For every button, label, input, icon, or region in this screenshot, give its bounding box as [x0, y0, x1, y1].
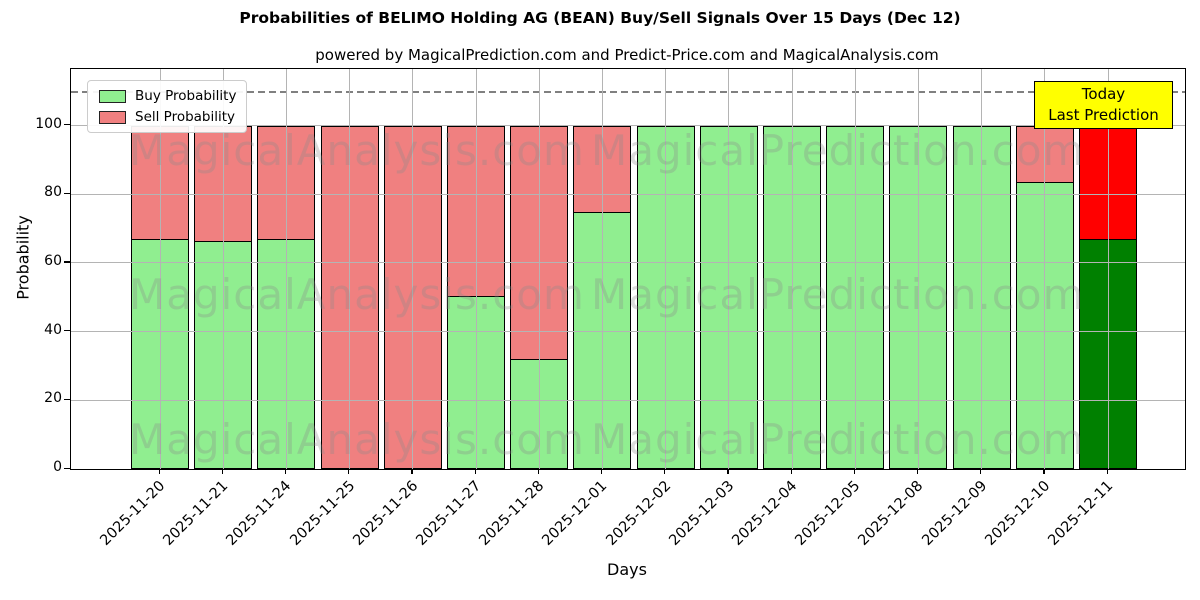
vertical-gridline [854, 69, 856, 469]
vertical-gridline [1107, 69, 1109, 469]
x-tick-mark [537, 469, 539, 474]
y-tick-label: 0 [53, 459, 62, 475]
today-annotation-line2: Last Prediction [1048, 106, 1159, 124]
today-annotation-line1: Today [1081, 85, 1126, 103]
vertical-gridline [728, 69, 730, 469]
x-tick-mark [411, 469, 413, 474]
y-tick-label: 60 [44, 252, 62, 269]
x-tick-mark [474, 469, 476, 474]
x-tick-mark [1106, 469, 1108, 474]
x-tick-mark [664, 469, 666, 474]
chart-title: Probabilities of BELIMO Holding AG (BEAN… [239, 9, 961, 27]
y-tick-mark [64, 330, 70, 332]
sell-legend-swatch [99, 110, 126, 124]
vertical-gridline [791, 69, 793, 469]
horizontal-gridline [71, 262, 1185, 264]
x-tick-mark [853, 469, 855, 474]
vertical-gridline [412, 69, 414, 469]
vertical-gridline [601, 69, 603, 469]
y-tick-mark [64, 398, 70, 401]
x-tick-mark [221, 469, 223, 474]
buy-legend-label: Buy Probability [135, 88, 237, 104]
watermark-text: MagicalPrediction.com [591, 270, 1085, 319]
y-tick-mark [64, 467, 70, 469]
watermark-text: MagicalAnalysis.com [129, 270, 585, 319]
dashed-threshold-line [71, 91, 1185, 93]
legend: Buy Probability Sell Probability [87, 80, 248, 133]
vertical-gridline [665, 69, 667, 469]
x-tick-mark [1043, 469, 1045, 474]
y-tick-mark [64, 124, 70, 126]
x-tick-mark [790, 469, 792, 474]
legend-row-sell: Sell Probability [99, 109, 236, 125]
x-tick-mark [158, 469, 160, 474]
horizontal-gridline [71, 399, 1185, 401]
y-tick-label: 80 [44, 184, 62, 201]
horizontal-gridline [71, 125, 1185, 127]
today-annotation: Today Last Prediction [1034, 81, 1173, 129]
x-tick-mark [600, 469, 603, 474]
x-tick-mark [916, 469, 919, 474]
y-tick-mark [64, 261, 70, 263]
vertical-gridline [159, 69, 161, 469]
horizontal-gridline [71, 193, 1185, 195]
x-tick-mark [980, 469, 982, 474]
x-tick-mark [284, 469, 287, 474]
sell-legend-label: Sell Probability [135, 109, 236, 125]
vertical-gridline [349, 69, 351, 469]
vertical-gridline [475, 69, 477, 469]
y-tick-mark [64, 192, 70, 195]
watermark-text: MagicalPrediction.com [591, 126, 1085, 175]
vertical-gridline [222, 69, 224, 469]
vertical-gridline [1044, 69, 1046, 469]
watermark-text: MagicalPrediction.com [591, 415, 1085, 464]
vertical-gridline [981, 69, 983, 469]
y-tick-label: 40 [44, 321, 62, 338]
vertical-gridline [285, 69, 287, 469]
x-axis-title: Days [607, 560, 647, 579]
x-tick-mark [727, 469, 729, 474]
watermark-text: MagicalAnalysis.com [129, 126, 585, 175]
y-tick-label: 20 [44, 390, 62, 407]
watermark-text: MagicalAnalysis.com [129, 415, 585, 464]
buy-legend-swatch [99, 89, 126, 103]
vertical-gridline [917, 69, 919, 469]
vertical-gridline [538, 69, 540, 469]
plot-area: MagicalAnalysis.com MagicalPrediction.com… [70, 68, 1186, 470]
chart-subtitle: powered by MagicalPrediction.com and Pre… [315, 46, 939, 64]
legend-row-buy: Buy Probability [99, 88, 236, 104]
horizontal-gridline [71, 331, 1185, 333]
x-tick-mark [348, 469, 350, 474]
y-tick-label: 100 [35, 115, 62, 132]
